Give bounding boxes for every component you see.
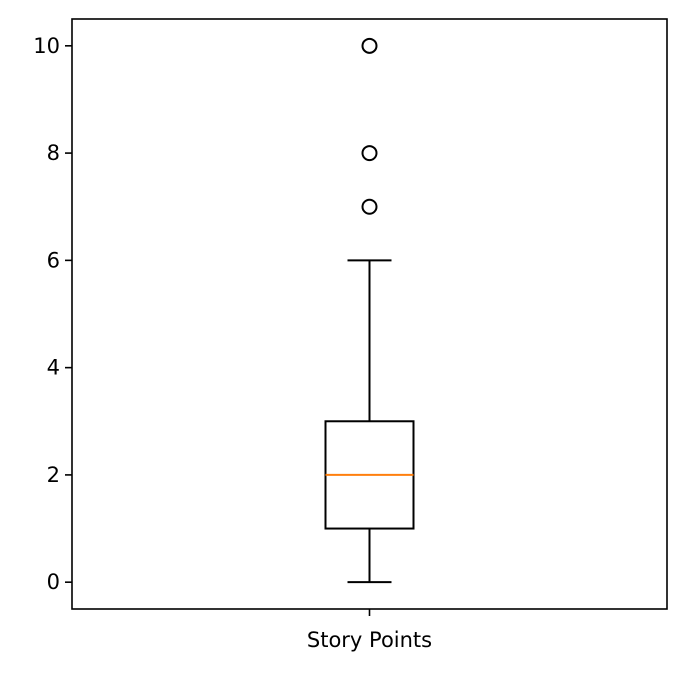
y-tick-label: 10 xyxy=(33,34,60,58)
y-tick-label: 6 xyxy=(47,248,60,272)
outlier-point xyxy=(361,198,378,215)
y-tick-label: 2 xyxy=(47,463,60,487)
outlier-point xyxy=(361,37,378,54)
y-tick-label: 0 xyxy=(47,570,60,594)
chart-marks: 0 2 4 6 8 10 Story Points xyxy=(33,34,432,652)
outlier-point xyxy=(361,145,378,162)
y-tick-label: 4 xyxy=(47,356,60,380)
x-tick-label: Story Points xyxy=(307,628,432,652)
y-tick-label: 8 xyxy=(47,141,60,165)
